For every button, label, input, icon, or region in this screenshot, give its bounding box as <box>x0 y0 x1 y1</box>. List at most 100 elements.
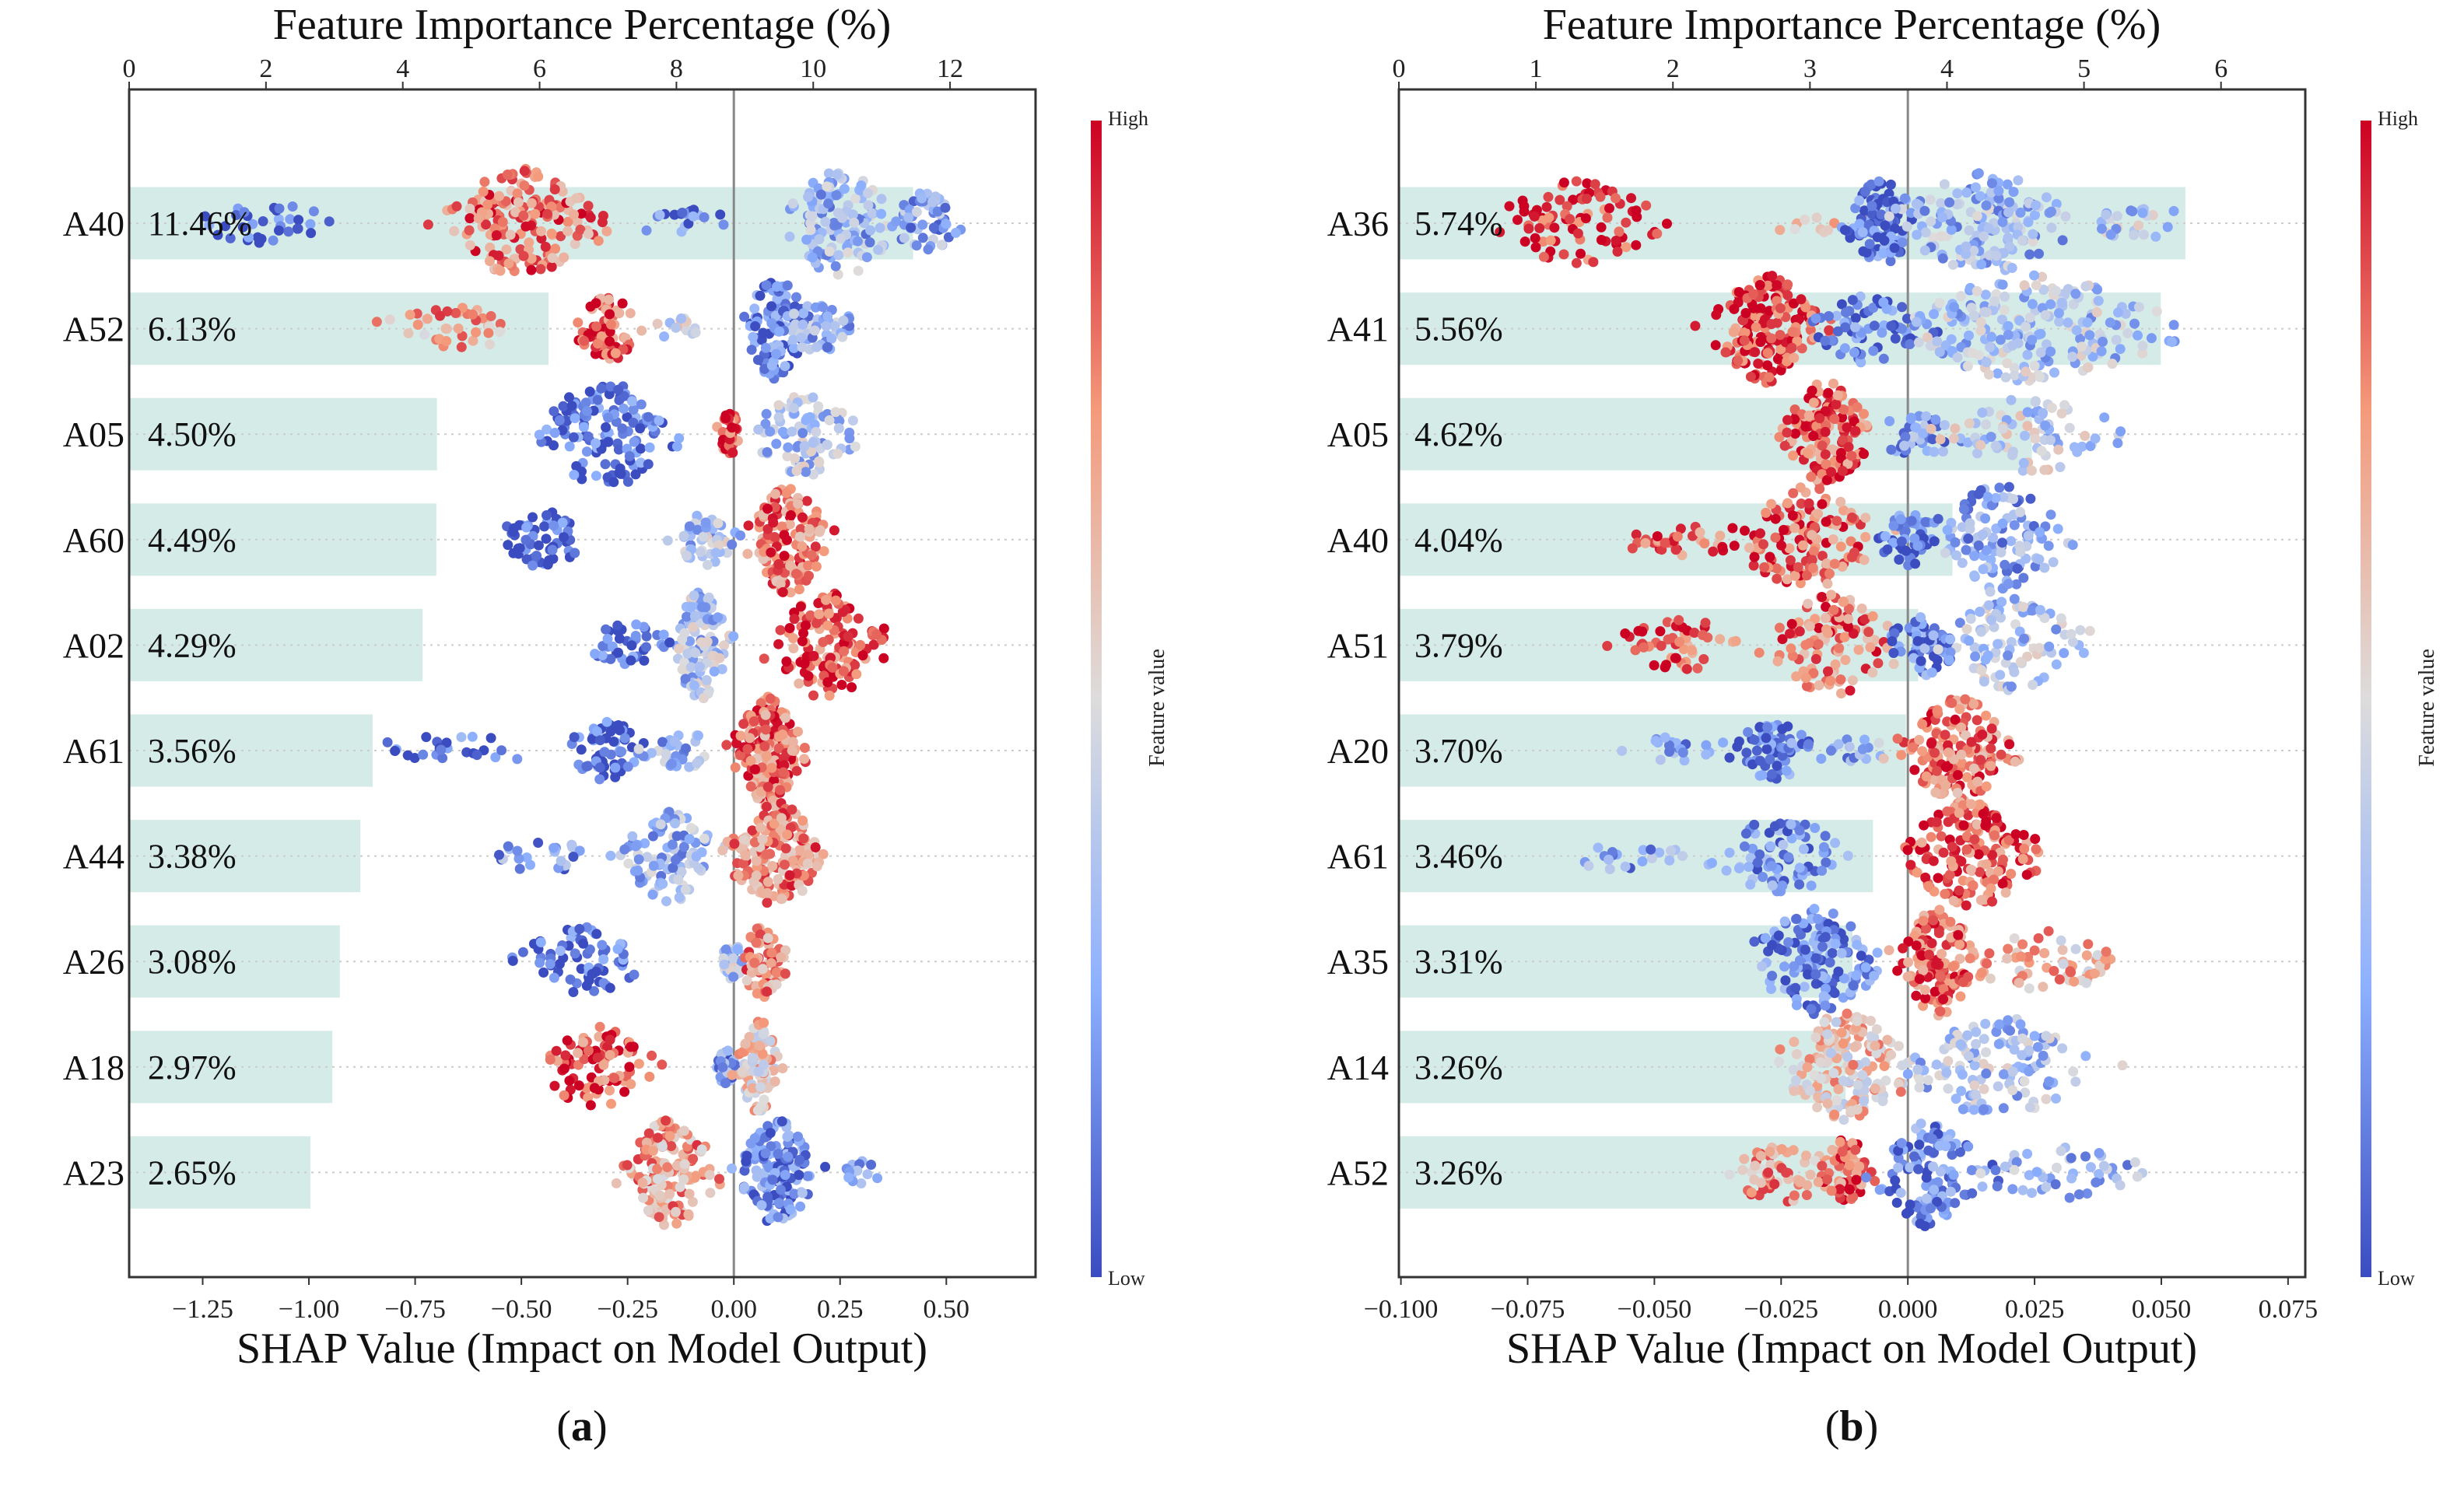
shap-point <box>1733 736 1744 747</box>
shap-point <box>2096 346 2107 357</box>
shap-point <box>1950 537 1961 548</box>
panel-label-part: ( <box>556 1402 571 1451</box>
shap-point <box>690 327 701 338</box>
shap-point <box>2019 280 2030 291</box>
shap-point <box>853 236 863 247</box>
shap-point <box>797 512 808 523</box>
shap-point <box>2030 433 2041 444</box>
shap-point <box>2003 207 2014 218</box>
shap-point <box>1786 643 1796 654</box>
shap-point <box>1785 628 1795 639</box>
shap-point <box>693 863 704 873</box>
shap-point <box>2010 756 2021 767</box>
shap-point <box>782 534 792 545</box>
shap-point <box>468 335 478 346</box>
shap-point <box>596 383 607 394</box>
shap-point <box>2039 464 2050 475</box>
shap-point <box>533 540 544 551</box>
shap-point <box>1541 201 1552 212</box>
shap-point <box>2115 344 2126 355</box>
shap-point <box>545 959 556 969</box>
shap-point <box>814 234 825 245</box>
shap-point <box>1828 378 1838 389</box>
shap-point <box>527 560 538 571</box>
shap-point <box>2003 233 2014 243</box>
shap-point <box>1890 333 1901 344</box>
shap-point <box>1581 194 1592 204</box>
shap-point <box>2082 317 2093 328</box>
shap-point <box>1979 676 1989 687</box>
shap-point <box>775 625 786 635</box>
shap-point <box>689 680 699 691</box>
shap-point <box>678 530 689 541</box>
shap-point <box>593 236 604 247</box>
shap-point <box>797 815 808 826</box>
shap-point <box>791 465 802 476</box>
shap-point <box>769 818 780 829</box>
shap-point <box>615 463 626 474</box>
shap-point <box>715 209 726 220</box>
shap-point <box>1793 562 1803 572</box>
shap-point <box>2008 187 2019 198</box>
shap-point <box>457 331 468 341</box>
shap-point <box>403 328 414 338</box>
shap-point <box>1803 498 1814 509</box>
shap-point <box>617 423 628 434</box>
shap-point <box>873 244 884 255</box>
shap-point <box>1986 614 1997 625</box>
shap-point <box>1951 550 1961 561</box>
shap-point <box>1947 259 1958 270</box>
shap-point <box>813 598 824 608</box>
shap-point <box>757 964 768 975</box>
shap-point <box>776 521 787 532</box>
shap-point <box>549 184 560 194</box>
shap-point <box>1905 339 1915 349</box>
shap-point <box>811 426 822 437</box>
shap-point <box>855 639 866 650</box>
shap-point <box>456 732 467 743</box>
shap-point <box>619 733 630 744</box>
shap-point <box>776 1185 786 1195</box>
shap-point <box>2078 648 2089 658</box>
shap-point <box>1979 231 1989 242</box>
shap-point <box>1530 233 1540 243</box>
shap-point <box>1859 408 1869 419</box>
shap-point <box>776 1116 787 1127</box>
shap-point <box>793 499 804 509</box>
shap-point <box>2000 372 2011 383</box>
shap-point <box>662 1162 673 1173</box>
shap-point <box>1860 513 1871 523</box>
shap-point <box>1841 307 1851 318</box>
shap-point <box>559 1090 570 1101</box>
shap-point <box>780 968 790 979</box>
shap-point <box>798 833 809 844</box>
shap-point <box>1899 440 1909 451</box>
shap-point <box>1952 352 1963 363</box>
shap-point <box>762 503 773 514</box>
shap-point <box>2012 563 2023 574</box>
shap-point <box>613 384 624 395</box>
shap-point <box>720 1078 731 1089</box>
shap-point <box>1765 754 1775 765</box>
shap-point <box>1543 191 1554 202</box>
shap-point <box>542 208 553 219</box>
shap-point <box>1761 507 1772 518</box>
shap-point <box>752 988 762 999</box>
shap-point <box>727 422 738 433</box>
shap-point <box>829 320 840 331</box>
shap-point <box>549 1080 560 1091</box>
shap-point <box>773 412 784 422</box>
shap-point <box>507 955 518 966</box>
shap-point <box>794 845 804 856</box>
shap-point <box>1655 754 1666 765</box>
shap-point <box>1549 222 1560 233</box>
shap-point <box>1877 327 1887 338</box>
shap-point <box>784 231 795 242</box>
shap-point <box>742 548 753 559</box>
shap-point <box>2013 175 2024 186</box>
shap-point <box>903 212 914 223</box>
shap-point <box>1814 680 1824 691</box>
shap-point <box>546 228 557 239</box>
shap-point <box>2137 208 2148 219</box>
shap-point <box>1820 613 1831 624</box>
